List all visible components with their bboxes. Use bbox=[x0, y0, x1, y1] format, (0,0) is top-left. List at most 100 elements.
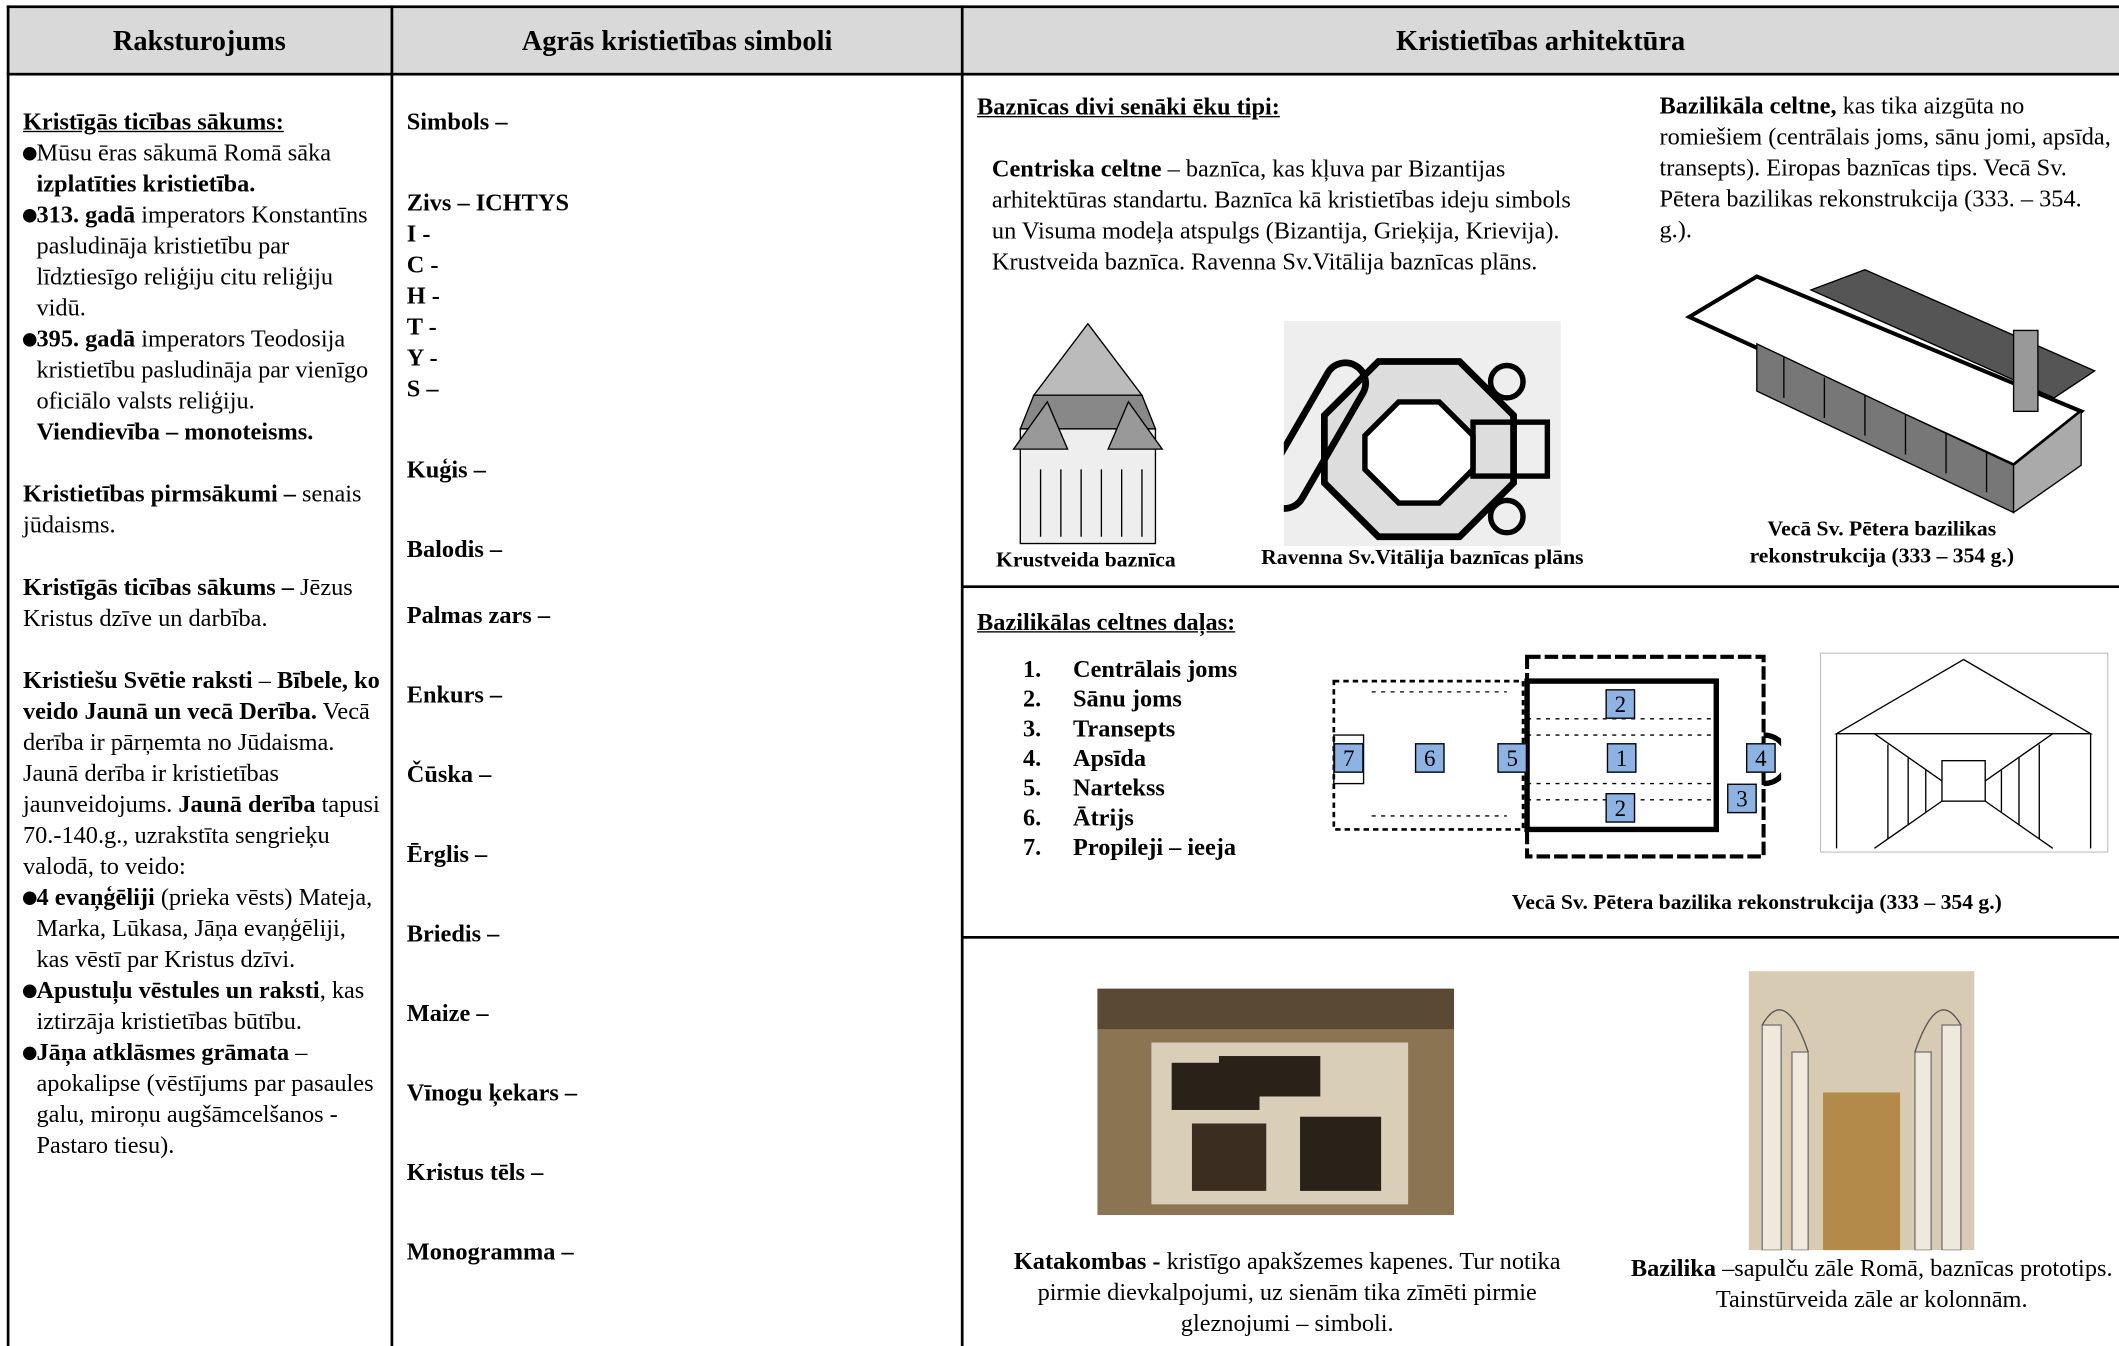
section-heading: Kristīgās ticības sākums: bbox=[22, 107, 284, 135]
symbol-label: Palmas zars – bbox=[406, 601, 550, 629]
header-text: Raksturojums bbox=[112, 23, 286, 56]
plan-label: 2 bbox=[1605, 689, 1636, 719]
border bbox=[6, 5, 2119, 9]
border bbox=[962, 585, 2119, 589]
text-run: tapusi 70.-140.g., uzrakstīta sengrieķu … bbox=[22, 790, 380, 880]
text-run: imperators Konstantīns pasludināja krist… bbox=[36, 200, 368, 321]
text-run: Bībele, ko veido Jaunā un vecā Derība. bbox=[22, 666, 380, 725]
text-run: Mūsu ēras sākumā Romā sāka bbox=[36, 138, 332, 166]
list-item: 6. Ātrijs bbox=[1023, 802, 1320, 832]
list-item: 4. Apsīda bbox=[1023, 743, 1320, 773]
bullet-item: 313. gadā imperators Konstantīns pasludi… bbox=[22, 200, 382, 324]
plan-label: 2 bbox=[1605, 793, 1636, 823]
bullet bbox=[22, 209, 37, 223]
symbol-label: Enkurs – bbox=[406, 681, 503, 709]
text-run: Jēzus Kristus dzīve un darbība. bbox=[22, 573, 353, 632]
text-run: Centriska celtne bbox=[991, 155, 1162, 183]
border bbox=[960, 5, 964, 1346]
border bbox=[6, 72, 2119, 76]
border bbox=[6, 5, 10, 1346]
plan-label: 3 bbox=[1727, 783, 1757, 814]
text-run: kas tika aizgūta no romiešiem (centrālai… bbox=[1659, 91, 2111, 243]
image-catacombs bbox=[1097, 988, 1455, 1216]
list-number: 2. bbox=[1023, 685, 1042, 713]
list-label: Transepts bbox=[1073, 714, 1176, 742]
paragraph: Centriska celtne – baznīca, kas kļuva pa… bbox=[992, 154, 1593, 278]
text-run: (prieka vēsts) Mateja, Marka, Lūkasa, Jā… bbox=[36, 883, 373, 973]
list-number: 5. bbox=[1023, 774, 1042, 802]
list-number: 4. bbox=[1023, 744, 1042, 772]
header-text: Kristietības arhitektūra bbox=[1395, 23, 1686, 56]
bullet-item: 4 evaņģēliji (prieka vēsts) Mateja, Mark… bbox=[22, 882, 382, 975]
column-characteristics: Kristīgās ticības sākums: Mūsu ēras sākum… bbox=[22, 107, 382, 1162]
text-run: Vecā derība ir pārņemta no Jūdaisma. Jau… bbox=[22, 697, 370, 818]
bullet bbox=[22, 1046, 37, 1061]
image-caption: Vecā Sv. Pētera bazilika rekonstrukcija … bbox=[1511, 891, 2002, 915]
text-run: Apustuļu vēstules un raksti bbox=[36, 976, 320, 1004]
text-run: Viendievība – monoteisms. bbox=[36, 418, 314, 446]
header-cell: Agrās kristietības simboli bbox=[391, 6, 963, 75]
text-run: Jaunā derība bbox=[172, 790, 316, 818]
symbol-label: I - bbox=[406, 219, 431, 247]
image-basilica-interior bbox=[1820, 652, 2109, 853]
text-run: – apokalipse (vēstījums par pasaules gal… bbox=[36, 1038, 374, 1159]
bullet-item: 395. gadā imperators Teodosija kristietī… bbox=[22, 324, 382, 448]
text-run: Jāņa atklāsmes grāmata bbox=[36, 1038, 290, 1066]
list-number: 7. bbox=[1023, 833, 1042, 861]
symbol-label: S – bbox=[406, 374, 439, 402]
text-run: imperators Teodosija kristietību pasludi… bbox=[36, 325, 369, 415]
symbol-label: Y - bbox=[406, 343, 438, 371]
text-run: Bazilika bbox=[1630, 1254, 1717, 1282]
bullet bbox=[22, 147, 37, 161]
bullet-item: Jāņa atklāsmes grāmata – apokalipse (vēs… bbox=[22, 1037, 382, 1161]
symbol-label: C - bbox=[406, 250, 439, 278]
section-heading: Bazilikālas celtnes daļas: bbox=[977, 608, 1236, 636]
paragraph: Kristietības pirmsākumi – senais jūdaism… bbox=[23, 479, 382, 541]
text-run: senais jūdaisms. bbox=[22, 480, 362, 539]
paragraph: Kristīgās ticības sākums – Jēzus Kristus… bbox=[23, 572, 382, 634]
text-run: 395. gadā bbox=[36, 325, 136, 353]
header-cell: Raksturojums bbox=[6, 6, 392, 75]
header-cell: Kristietības arhitektūra bbox=[962, 6, 2119, 75]
text-run: –sapulču zāle Romā, baznīcas prototips. … bbox=[1715, 1254, 2113, 1313]
image-st-peter-reconstruction bbox=[1684, 269, 2097, 514]
text-run: 313. gadā bbox=[36, 200, 136, 228]
symbol-label: Vīnogu ķekars – bbox=[406, 1078, 578, 1106]
symbol-label: T - bbox=[406, 312, 437, 340]
symbol-label: H - bbox=[406, 281, 440, 309]
list-label: Ātrijs bbox=[1073, 803, 1134, 831]
symbol-label: Briedis – bbox=[406, 919, 500, 947]
image-cross-church bbox=[1012, 322, 1164, 545]
text-run: Bazilikāla celtne, bbox=[1659, 91, 1837, 119]
image-ravenna-plan bbox=[1283, 320, 1561, 547]
symbol-label: Zivs – ICHTYS bbox=[406, 188, 570, 216]
list-item: 3. Transepts bbox=[1023, 713, 1320, 743]
text-run: izplatīties kristietība. bbox=[36, 169, 256, 197]
plan-label: 1 bbox=[1606, 743, 1637, 773]
paragraph: Bazilikāla celtne, kas tika aizgūta no r… bbox=[1660, 90, 2117, 245]
list-number: 3. bbox=[1023, 714, 1042, 742]
symbol-label: Ērglis – bbox=[406, 840, 488, 868]
text-run: Katakombas - bbox=[1013, 1247, 1161, 1275]
image-caption: Krustveida baznīca bbox=[996, 548, 1176, 572]
paragraph: Bazilika –sapulču zāle Romā, baznīcas pr… bbox=[1628, 1253, 2115, 1315]
list-number: 6. bbox=[1023, 803, 1042, 831]
text-run: 4 evaņģēliji bbox=[36, 883, 155, 911]
list-item: 5. Nartekss bbox=[1023, 773, 1320, 803]
image-basilica-photo bbox=[1748, 971, 1975, 1251]
text-run: – bbox=[252, 666, 278, 694]
text-run: Kristietības pirmsākumi – bbox=[22, 480, 296, 508]
border bbox=[390, 5, 394, 1346]
bullet bbox=[22, 891, 37, 905]
symbol-label: Balodis – bbox=[406, 535, 503, 563]
list-label: Sānu joms bbox=[1073, 685, 1182, 713]
symbol-label: Kristus tēls – bbox=[406, 1158, 544, 1186]
text-run: , kas iztirzāja kristietības būtību. bbox=[36, 976, 365, 1035]
list-number: 1. bbox=[1023, 655, 1042, 683]
section-heading: Baznīcas divi senāki ēku tipi: bbox=[977, 93, 1280, 121]
symbol-label: Maize – bbox=[406, 999, 489, 1027]
symbol-label: Simbols – bbox=[406, 107, 508, 135]
bullet bbox=[22, 333, 37, 347]
